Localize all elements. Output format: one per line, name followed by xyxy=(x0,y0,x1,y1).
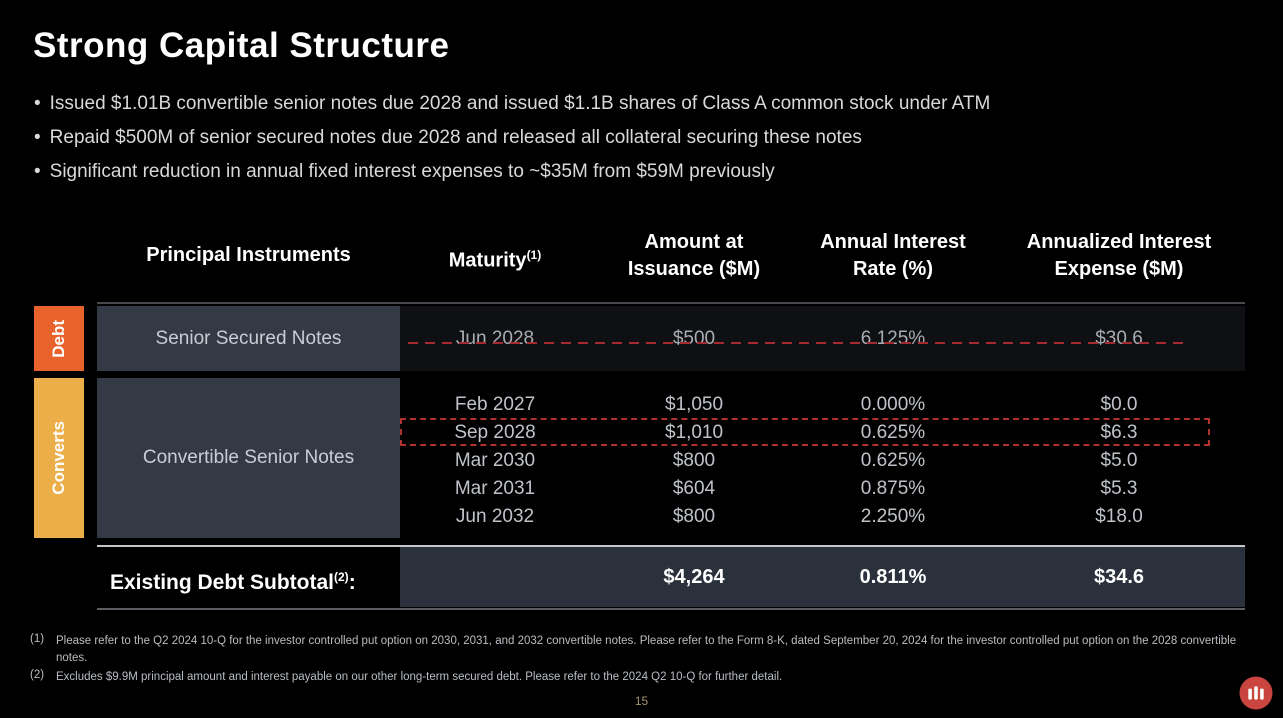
table-top-rule xyxy=(97,302,1245,304)
column-header-annual-interest-rate: Annual Interest Rate (%) xyxy=(820,231,966,280)
bullet-item: • Issued $1.01B convertible senior notes… xyxy=(34,92,1234,115)
footnote-text: Please refer to the Q2 2024 10-Q for the… xyxy=(56,635,1237,665)
senior-secured-notes-label: Senior Secured Notes xyxy=(97,306,400,371)
debt-maturity-value: Jun 2028 xyxy=(455,328,535,349)
expense-value: $5.0 xyxy=(1100,450,1138,471)
rate-value: 2.250% xyxy=(860,506,926,527)
column-header-annualized-interest-expense: Annualized Interest Expense ($M) xyxy=(1026,231,1212,280)
microstrategy-logo-icon xyxy=(1239,676,1273,710)
amount-value: $1,050 xyxy=(664,394,724,415)
footnote-marker: (2) xyxy=(30,668,45,681)
expense-value: $0.0 xyxy=(1100,394,1138,415)
amount-value: $800 xyxy=(672,506,716,527)
bullet-item: • Repaid $500M of senior secured notes d… xyxy=(34,126,1234,149)
debt-rate-value: 6.125% xyxy=(860,328,926,349)
expense-value: $18.0 xyxy=(1095,506,1143,527)
column-header-principal-instruments: Principal Instruments xyxy=(146,244,351,266)
rate-value: 0.000% xyxy=(860,394,926,415)
debt-category-tag: Debt xyxy=(34,306,84,371)
footnote-text: Excludes $9.9M principal amount and inte… xyxy=(56,670,783,683)
converts-row-jun-2032: Jun 2032 $800 2.250% $18.0 xyxy=(400,503,1245,531)
debt-amount-value: $500 xyxy=(672,328,716,349)
bullet-item: • Significant reduction in annual fixed … xyxy=(34,160,1234,183)
footnote-2: (2) Excludes $9.9M principal amount and … xyxy=(30,669,1258,686)
amount-value: $1,010 xyxy=(664,422,724,443)
bullet-text: Repaid $500M of senior secured notes due… xyxy=(49,127,862,148)
bullet-icon: • xyxy=(34,161,41,182)
repaid-strikethrough-line xyxy=(408,342,1188,344)
subtotal-expense-value: $34.6 xyxy=(1093,566,1145,588)
maturity-value: Jun 2032 xyxy=(455,506,535,527)
table-bottom-rule xyxy=(97,608,1245,610)
converts-row-mar-2031: Mar 2031 $604 0.875% $5.3 xyxy=(400,475,1245,503)
subtotal-row-background xyxy=(400,547,1245,607)
subtotal-amount-value: $4,264 xyxy=(663,566,725,588)
converts-category-tag: Converts xyxy=(34,378,84,538)
debt-expense-value: $30.6 xyxy=(1095,328,1143,349)
converts-row-mar-2030: Mar 2030 $800 0.625% $5.0 xyxy=(400,447,1245,475)
expense-value: $6.3 xyxy=(1100,422,1138,443)
bullet-icon: • xyxy=(34,127,41,148)
expense-value: $5.3 xyxy=(1100,478,1138,499)
rate-value: 0.875% xyxy=(860,478,926,499)
amount-value: $800 xyxy=(672,450,716,471)
maturity-value: Mar 2031 xyxy=(454,478,536,499)
debt-row-background xyxy=(400,306,1245,371)
footnote-marker: (1) xyxy=(30,633,45,645)
column-header-amount-at-issuance: Amount at Issuance ($M) xyxy=(627,231,761,280)
maturity-value: Mar 2030 xyxy=(454,450,536,471)
rate-value: 0.625% xyxy=(860,450,926,471)
maturity-value: Feb 2027 xyxy=(454,394,536,415)
footnotes: (1) Please refer to the Q2 2024 10-Q for… xyxy=(30,633,1258,687)
bullet-list: • Issued $1.01B convertible senior notes… xyxy=(34,92,1234,194)
bullet-text: Significant reduction in annual fixed in… xyxy=(49,161,775,182)
bullet-text: Issued $1.01B convertible senior notes d… xyxy=(49,93,991,114)
bullet-icon: • xyxy=(34,93,41,114)
footnote-ref-1: (1) xyxy=(526,248,542,262)
rate-value: 0.625% xyxy=(860,422,926,443)
amount-value: $604 xyxy=(672,478,716,499)
maturity-value: Sep 2028 xyxy=(454,422,536,443)
converts-row-sep-2028: Sep 2028 $1,010 0.625% $6.3 xyxy=(400,419,1245,447)
footnote-ref-2: (2) xyxy=(334,570,349,584)
subtotal-label: Existing Debt Subtotal(2): xyxy=(110,570,356,594)
sep-2028-highlight-box xyxy=(400,418,1210,446)
convertible-senior-notes-label: Convertible Senior Notes xyxy=(97,378,400,538)
subtotal-top-rule xyxy=(97,545,1245,547)
subtotal-rate-value: 0.811% xyxy=(859,566,927,588)
column-header-maturity: Maturity(1) xyxy=(448,248,542,272)
page-number: 15 xyxy=(634,694,649,708)
page-title: Strong Capital Structure xyxy=(33,26,450,65)
converts-row-feb-2027: Feb 2027 $1,050 0.000% $0.0 xyxy=(400,391,1245,419)
footnote-1: (1) Please refer to the Q2 2024 10-Q for… xyxy=(30,633,1258,668)
